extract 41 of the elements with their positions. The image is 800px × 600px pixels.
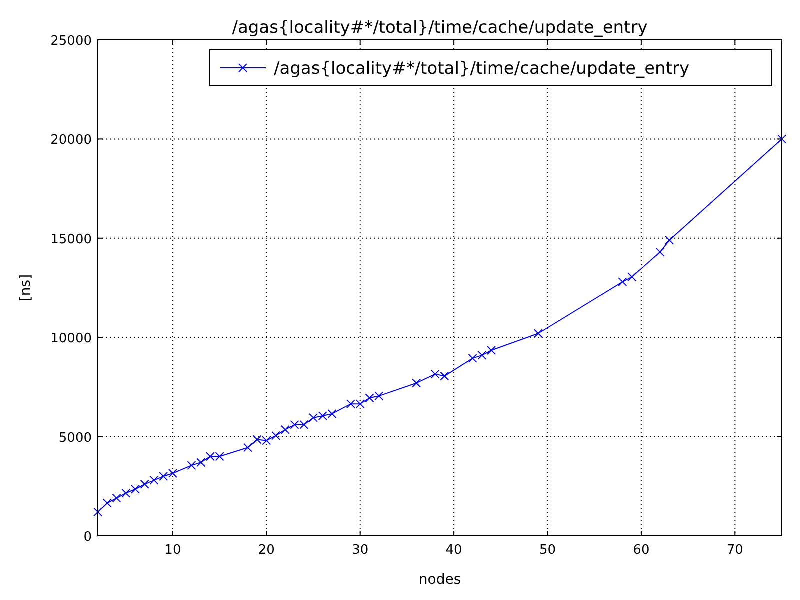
y-tick-label: 15000	[50, 232, 92, 248]
x-tick-label: 30	[352, 543, 369, 558]
point	[478, 350, 487, 360]
x-tick-label: 70	[726, 543, 744, 558]
point	[412, 378, 422, 388]
point	[280, 425, 290, 434]
x-tick-label: 50	[539, 543, 556, 558]
y-tick-label: 25000	[50, 34, 92, 49]
chart-title: /agas{locality#*/total}/time/cache/update_entry	[232, 18, 648, 38]
point	[130, 484, 140, 494]
point	[112, 494, 122, 503]
point	[196, 458, 206, 468]
point	[150, 476, 159, 485]
point	[140, 480, 150, 489]
x-tick-label: 40	[446, 543, 462, 558]
legend-label: /agas{locality#*/total}/time/cache/update_entry	[274, 59, 690, 79]
y-axis-title: [ns]	[18, 274, 34, 302]
point	[468, 354, 478, 363]
point	[656, 248, 665, 257]
point	[122, 488, 131, 498]
point	[159, 472, 168, 481]
point	[102, 498, 112, 508]
point	[534, 329, 543, 338]
x-axis-title: nodes	[418, 572, 462, 588]
y-tick-label: 0	[84, 530, 92, 545]
point	[487, 346, 496, 355]
point	[272, 431, 281, 440]
point	[168, 469, 178, 478]
y-tick-label: 5000	[58, 430, 92, 446]
point	[94, 508, 102, 517]
point	[628, 272, 637, 282]
x-tick-label: 20	[258, 543, 275, 558]
point	[243, 443, 252, 452]
point	[665, 236, 674, 245]
y-tick-label: 10000	[50, 332, 92, 347]
point	[187, 461, 196, 470]
x-tick-label: 10	[164, 543, 182, 558]
x-tick-label: 60	[633, 543, 650, 558]
y-tick-label: 20000	[50, 133, 92, 148]
point	[778, 134, 786, 144]
point	[618, 278, 628, 287]
